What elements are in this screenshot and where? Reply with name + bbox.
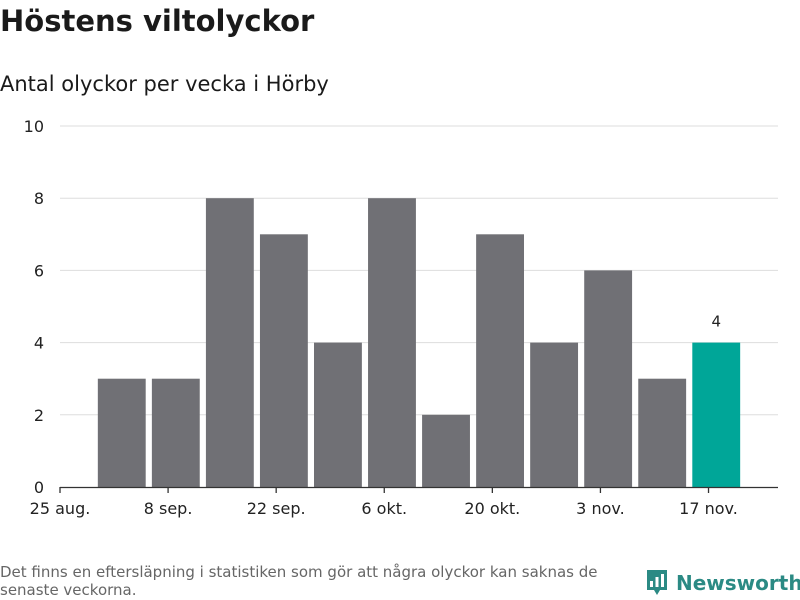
bar <box>422 414 470 487</box>
x-tick-label: 22 sep. <box>247 499 306 518</box>
y-tick-label: 6 <box>34 261 44 280</box>
x-tick-label: 3 nov. <box>576 499 625 518</box>
bar <box>584 270 633 487</box>
chart-title: Höstens viltolyckor <box>0 4 315 38</box>
bar <box>205 198 254 487</box>
bar <box>638 378 687 487</box>
brand-name: Newsworthy <box>676 571 800 595</box>
bar <box>530 342 579 487</box>
footnote: Det finns en eftersläpning i statistiken… <box>0 563 598 599</box>
x-tick-label: 8 sep. <box>144 499 193 518</box>
bar-chart: 0 2 4 6 8 10 4 25 aug. 8 sep. 22 sep. 6 okt. 20 okt… <box>24 117 778 518</box>
x-tick-label: 25 aug. <box>30 499 91 518</box>
newsworthy-logo-icon <box>647 570 667 595</box>
y-tick-label: 8 <box>34 189 44 208</box>
data-label: 4 <box>711 313 721 331</box>
x-tick-label: 20 okt. <box>464 499 520 518</box>
bar <box>97 378 146 487</box>
x-tick-label: 17 nov. <box>679 499 738 518</box>
chart-subtitle: Antal olyckor per vecka i Hörby <box>0 72 329 96</box>
y-tick-label: 10 <box>24 117 44 136</box>
bar <box>368 198 416 487</box>
x-tick-label: 6 okt. <box>361 499 407 518</box>
bar <box>692 342 741 487</box>
y-tick-label: 0 <box>34 478 44 497</box>
bar <box>151 378 200 487</box>
bar <box>476 234 524 487</box>
y-tick-label: 2 <box>34 406 44 425</box>
bar <box>259 234 308 487</box>
y-tick-label: 4 <box>34 334 44 353</box>
brand-logo: Newsworthy <box>645 568 800 598</box>
bar <box>314 342 362 487</box>
